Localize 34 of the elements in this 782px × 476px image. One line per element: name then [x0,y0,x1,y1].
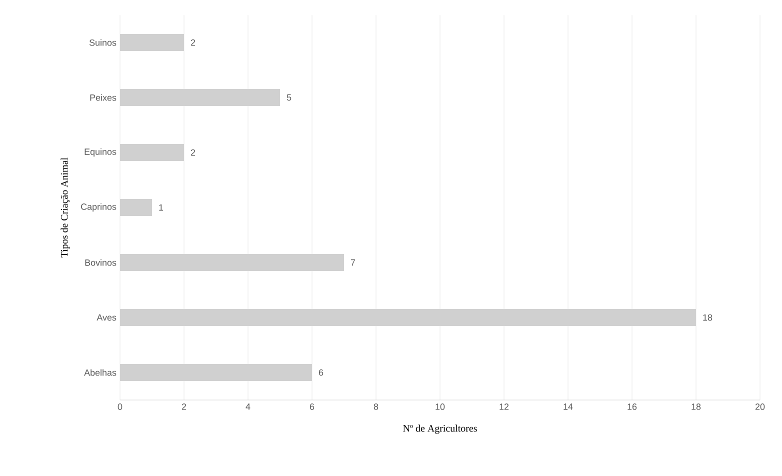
x-tick-label: 6 [310,404,314,410]
data-label: 2 [190,149,196,156]
y-tick-label: Bovinos [85,259,116,266]
x-tick-label: 20 [755,404,765,410]
y-tick-label: Aves [96,314,116,321]
bar [120,309,696,326]
data-label: 18 [703,314,712,321]
data-label: 1 [159,204,164,211]
x-tick-label: 8 [374,404,378,410]
x-tick-label: 0 [118,404,122,410]
bar [120,199,152,216]
x-tick-label: 12 [500,404,509,410]
x-tick-label: 16 [628,404,637,410]
x-tick-label: 4 [246,404,250,410]
y-tick-label: Caprinos [81,203,116,212]
data-label: 6 [318,369,324,376]
y-tick-label: Abelhas [84,369,116,376]
data-label: 7 [350,259,356,266]
bar [120,89,280,106]
bar [120,364,312,382]
x-tick-label: 10 [436,404,445,410]
y-axis-title: Tipos de Criação Animal [60,158,70,258]
data-label: 2 [190,39,196,46]
bar [120,144,184,162]
bar [120,254,344,272]
x-tick-label: 2 [182,404,186,410]
x-axis-title: Nº de Agricultores [403,424,477,434]
y-tick-label: Equinos [84,148,116,157]
x-tick-label: 14 [564,404,573,410]
y-tick-label: Suinos [89,39,116,46]
x-tick-label: 18 [692,404,701,410]
bar [120,34,184,52]
data-label: 5 [286,94,292,101]
y-tick-label: Peixes [90,94,116,101]
